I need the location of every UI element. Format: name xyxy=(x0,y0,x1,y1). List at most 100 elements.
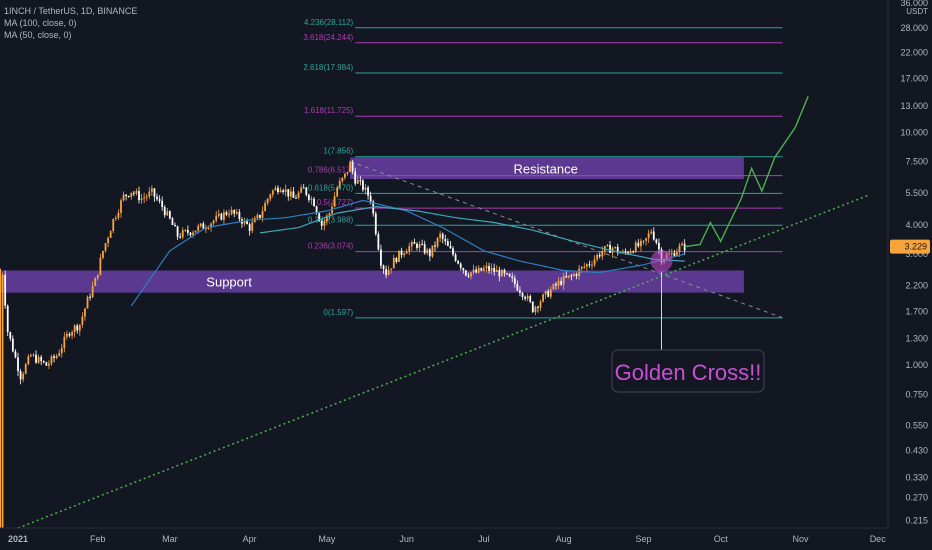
candle-body xyxy=(225,212,228,215)
candle-body xyxy=(215,215,218,221)
candle-body xyxy=(444,239,447,242)
fib-label-5: 0.786(6.517) xyxy=(308,166,354,175)
candle-body xyxy=(351,162,354,172)
candle-body xyxy=(578,268,581,276)
candle-body xyxy=(542,294,544,302)
candle-body xyxy=(297,192,300,198)
x-tick-label-0: 2021 xyxy=(8,534,28,544)
candle-body xyxy=(186,229,189,233)
candle-body xyxy=(192,232,194,235)
candle-body xyxy=(359,180,362,182)
candle-body xyxy=(403,253,406,256)
ma50-line xyxy=(130,199,685,307)
candle-body xyxy=(606,244,609,247)
price-unit-label: USDT xyxy=(906,7,928,16)
projection-layer xyxy=(684,95,809,248)
candle-body xyxy=(547,291,550,297)
y-tick-label-19: 0.215 xyxy=(905,516,928,526)
candle-body xyxy=(217,213,220,216)
candle-body xyxy=(313,198,315,207)
candle-body xyxy=(251,222,254,231)
chart-legend: 1INCH / TetherUS, 1D, BINANCE MA (100, c… xyxy=(4,5,137,41)
y-tick-label-8: 4.000 xyxy=(905,220,928,230)
candle-body xyxy=(655,239,658,243)
candle-body xyxy=(230,209,233,215)
candle-body xyxy=(179,236,182,238)
candle-body xyxy=(325,215,328,222)
fib-label-2: 2.618(17.984) xyxy=(303,63,353,72)
candle-body xyxy=(436,237,439,247)
candle-body xyxy=(645,238,647,241)
candle-body xyxy=(549,289,552,297)
candle-body xyxy=(493,267,496,272)
candle-body xyxy=(81,316,84,325)
x-tick-label-4: May xyxy=(318,534,336,544)
candle-body xyxy=(681,243,683,246)
candle-body xyxy=(122,194,125,201)
candle-body xyxy=(256,214,259,219)
ma50-legend[interactable]: MA (50, close, 0) xyxy=(4,30,72,40)
candle-body xyxy=(220,213,223,220)
fib-label-9: 0.236(3.074) xyxy=(308,242,354,251)
x-tick-label-1: Feb xyxy=(90,534,106,544)
candle-body xyxy=(537,306,539,308)
candle-body xyxy=(9,332,12,339)
candle-body xyxy=(449,245,452,249)
candle-body xyxy=(310,198,313,200)
candle-body xyxy=(233,209,236,214)
candle-body xyxy=(84,308,86,317)
candle-body xyxy=(4,274,7,306)
candle-body xyxy=(583,266,586,268)
golden-cross-label: Golden Cross!! xyxy=(615,360,762,385)
y-tick-label-13: 1.000 xyxy=(905,360,928,370)
candle-body xyxy=(369,195,372,202)
y-tick-label-15: 0.550 xyxy=(905,421,928,431)
candle-body xyxy=(488,265,490,271)
candle-body xyxy=(544,291,547,295)
candle-body xyxy=(166,211,169,216)
ma100-legend[interactable]: MA (100, close, 0) xyxy=(4,18,77,28)
candle-body xyxy=(524,296,526,299)
candle-body xyxy=(189,232,192,235)
time-axis-bg xyxy=(0,528,932,550)
candle-body xyxy=(601,251,604,257)
candle-body xyxy=(395,257,398,263)
candle-body xyxy=(132,192,135,194)
candle-body xyxy=(168,211,171,219)
candle-body xyxy=(462,268,465,271)
y-tick-label-5: 10.000 xyxy=(900,127,928,137)
fib-label-10: 0(1.597) xyxy=(323,308,353,317)
candle-body xyxy=(277,187,279,193)
candle-body xyxy=(228,214,230,216)
candle-body xyxy=(102,250,104,258)
fib-label-3: 1.618(11.725) xyxy=(304,106,354,115)
candle-body xyxy=(53,356,55,359)
candle-body xyxy=(269,194,272,199)
candle-body xyxy=(55,356,58,359)
candle-body xyxy=(194,230,197,233)
y-tick-label-14: 0.750 xyxy=(905,389,928,399)
candle-body xyxy=(616,246,619,253)
candle-body xyxy=(591,264,593,266)
y-tick-label-1: 28.000 xyxy=(900,23,928,33)
candle-body xyxy=(431,245,434,257)
candle-body xyxy=(320,221,323,226)
symbol-title[interactable]: 1INCH / TetherUS, 1D, BINANCE xyxy=(4,6,138,16)
candle-body xyxy=(439,233,442,238)
candle-body xyxy=(421,244,424,246)
candle-body xyxy=(477,267,480,273)
candle-body xyxy=(609,244,611,253)
y-tick-label-11: 1.700 xyxy=(905,307,928,317)
candle-body xyxy=(205,228,207,230)
x-tick-label-3: Apr xyxy=(243,534,257,544)
candle-body xyxy=(398,250,400,263)
candle-body xyxy=(171,218,174,226)
y-tick-label-2: 22.000 xyxy=(900,48,928,58)
candle-body xyxy=(135,191,138,194)
candle-body xyxy=(127,195,130,197)
candle-body xyxy=(624,251,627,253)
candle-body xyxy=(428,249,431,257)
candle-body xyxy=(176,226,179,237)
candle-body xyxy=(300,187,303,193)
